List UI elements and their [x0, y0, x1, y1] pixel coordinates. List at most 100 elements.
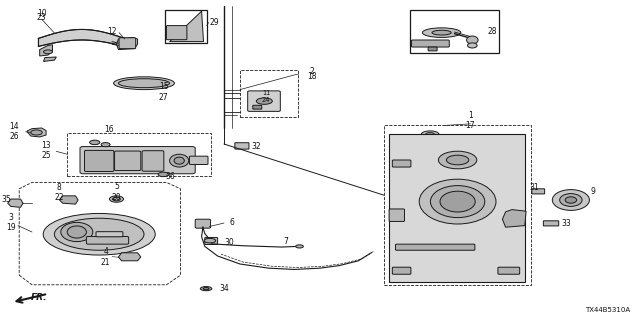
- Text: 8
22: 8 22: [54, 183, 63, 202]
- FancyBboxPatch shape: [96, 232, 123, 237]
- Bar: [67, 133, 211, 176]
- Ellipse shape: [559, 194, 582, 206]
- Text: 16: 16: [104, 125, 114, 134]
- Ellipse shape: [118, 79, 170, 88]
- Ellipse shape: [158, 172, 168, 177]
- FancyBboxPatch shape: [119, 38, 136, 49]
- FancyBboxPatch shape: [396, 244, 475, 250]
- Text: 15
27: 15 27: [159, 83, 168, 102]
- FancyBboxPatch shape: [142, 151, 164, 171]
- Ellipse shape: [170, 154, 189, 167]
- FancyBboxPatch shape: [205, 237, 218, 244]
- Ellipse shape: [440, 191, 475, 212]
- FancyBboxPatch shape: [195, 219, 211, 228]
- Text: 23: 23: [36, 13, 47, 22]
- Text: 10: 10: [36, 9, 47, 18]
- Ellipse shape: [430, 186, 485, 218]
- Bar: [240, 70, 298, 117]
- Ellipse shape: [421, 131, 439, 138]
- FancyBboxPatch shape: [248, 91, 280, 111]
- FancyBboxPatch shape: [80, 147, 195, 174]
- FancyBboxPatch shape: [532, 189, 545, 194]
- Text: 4
21: 4 21: [101, 247, 110, 267]
- Ellipse shape: [31, 130, 42, 135]
- Text: 5
20: 5 20: [111, 182, 122, 202]
- FancyBboxPatch shape: [189, 156, 208, 164]
- FancyBboxPatch shape: [235, 143, 249, 149]
- Polygon shape: [44, 57, 56, 61]
- Text: 18: 18: [308, 72, 317, 81]
- Ellipse shape: [426, 132, 435, 136]
- FancyBboxPatch shape: [543, 221, 559, 226]
- Text: 30: 30: [224, 238, 234, 247]
- Ellipse shape: [438, 151, 477, 169]
- FancyBboxPatch shape: [412, 40, 449, 47]
- Polygon shape: [170, 11, 204, 42]
- Text: 29: 29: [210, 18, 220, 27]
- Ellipse shape: [296, 245, 303, 248]
- Ellipse shape: [565, 197, 577, 203]
- Text: 35: 35: [1, 196, 12, 204]
- Ellipse shape: [204, 238, 216, 243]
- Polygon shape: [27, 128, 46, 137]
- Polygon shape: [118, 253, 141, 261]
- Ellipse shape: [552, 189, 589, 211]
- Ellipse shape: [54, 218, 144, 250]
- Ellipse shape: [447, 155, 468, 165]
- Ellipse shape: [422, 28, 461, 37]
- FancyBboxPatch shape: [253, 105, 262, 109]
- Ellipse shape: [114, 77, 174, 90]
- Text: 12: 12: [108, 28, 117, 36]
- FancyBboxPatch shape: [428, 47, 437, 51]
- Polygon shape: [8, 199, 23, 207]
- Text: 1
17: 1 17: [465, 111, 476, 130]
- Polygon shape: [38, 29, 125, 46]
- Text: 9: 9: [590, 188, 595, 196]
- Text: 36: 36: [165, 172, 175, 181]
- Polygon shape: [60, 196, 78, 204]
- Bar: [165, 10, 207, 43]
- Ellipse shape: [67, 226, 86, 238]
- Ellipse shape: [467, 43, 477, 48]
- Text: 14
26: 14 26: [9, 122, 19, 141]
- Text: 28: 28: [488, 28, 497, 36]
- FancyBboxPatch shape: [86, 236, 129, 244]
- Ellipse shape: [61, 222, 93, 242]
- Text: 31: 31: [529, 183, 540, 192]
- Text: 11
24: 11 24: [262, 91, 271, 103]
- Ellipse shape: [256, 98, 273, 104]
- Polygon shape: [40, 45, 52, 56]
- Text: 33: 33: [561, 220, 571, 228]
- Ellipse shape: [419, 179, 496, 224]
- Ellipse shape: [432, 30, 451, 35]
- Text: 6: 6: [229, 218, 234, 227]
- Polygon shape: [389, 134, 525, 282]
- FancyBboxPatch shape: [392, 160, 411, 167]
- Text: 13
25: 13 25: [41, 141, 51, 160]
- FancyBboxPatch shape: [498, 267, 520, 274]
- Ellipse shape: [44, 50, 52, 54]
- Ellipse shape: [43, 213, 155, 255]
- Bar: [410, 10, 499, 53]
- FancyBboxPatch shape: [389, 209, 404, 221]
- Polygon shape: [116, 37, 138, 50]
- Polygon shape: [502, 210, 526, 227]
- Text: TX44B5310A: TX44B5310A: [585, 307, 630, 313]
- Text: FR.: FR.: [31, 293, 47, 302]
- FancyBboxPatch shape: [166, 26, 187, 40]
- Text: 2: 2: [310, 68, 315, 76]
- Text: 3
19: 3 19: [6, 213, 16, 232]
- FancyBboxPatch shape: [115, 151, 141, 171]
- Ellipse shape: [467, 36, 478, 44]
- Ellipse shape: [90, 140, 100, 145]
- Text: 32: 32: [252, 142, 261, 151]
- Ellipse shape: [101, 142, 110, 147]
- FancyBboxPatch shape: [392, 267, 411, 274]
- Ellipse shape: [174, 157, 184, 164]
- Bar: [384, 125, 531, 285]
- Text: 7: 7: [284, 237, 289, 246]
- Text: 34: 34: [220, 284, 229, 293]
- Ellipse shape: [200, 287, 212, 291]
- FancyBboxPatch shape: [84, 150, 114, 172]
- Ellipse shape: [204, 287, 209, 290]
